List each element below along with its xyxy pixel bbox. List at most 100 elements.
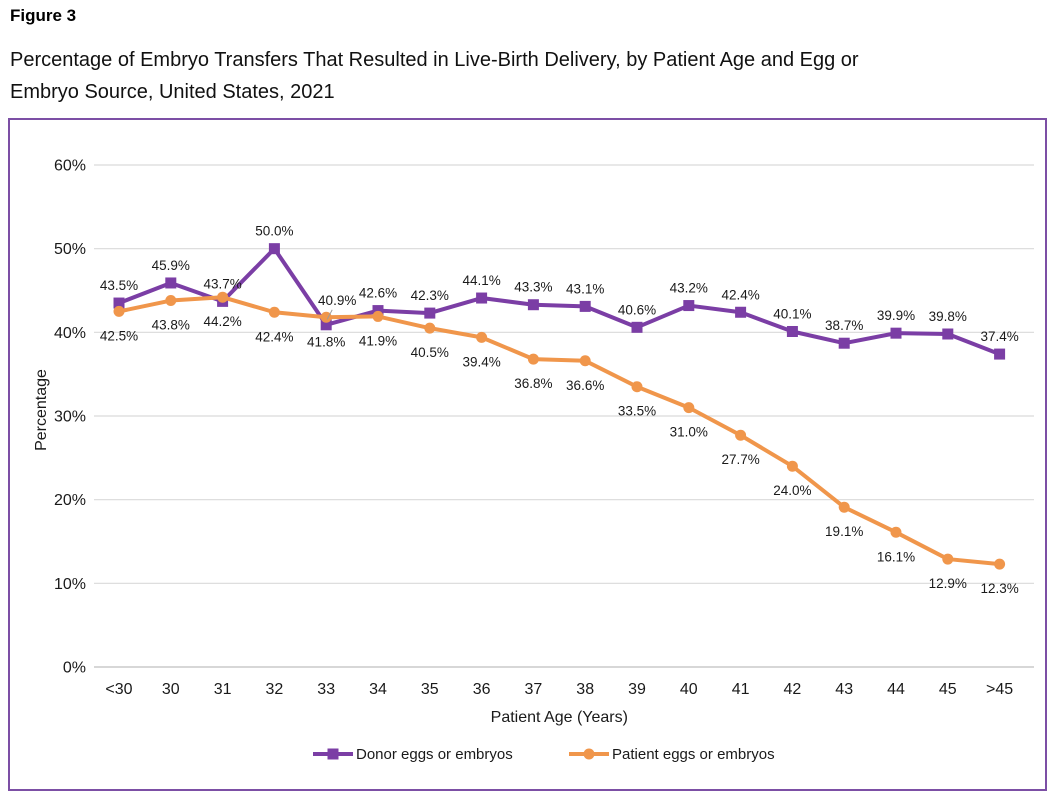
data-label: 16.1% bbox=[877, 549, 915, 564]
data-label: 41.8% bbox=[307, 334, 345, 349]
series-line bbox=[117, 295, 1002, 567]
series-marker bbox=[786, 460, 798, 472]
series-marker bbox=[942, 328, 954, 340]
legend: Donor eggs or embryos Patient eggs or emb… bbox=[313, 746, 775, 763]
data-label: 39.4% bbox=[462, 354, 500, 369]
data-label: 19.1% bbox=[825, 524, 863, 539]
data-label: 43.1% bbox=[566, 281, 604, 296]
series-marker bbox=[838, 501, 850, 513]
x-tick-label: 31 bbox=[214, 681, 232, 698]
data-label: 39.9% bbox=[877, 308, 915, 323]
series-marker bbox=[113, 305, 125, 317]
data-label: 40.9% bbox=[318, 293, 356, 308]
data-label: 50.0% bbox=[255, 224, 293, 239]
series-marker bbox=[994, 348, 1006, 360]
data-label: 39.8% bbox=[929, 309, 967, 324]
y-tick-label: 0% bbox=[63, 660, 86, 677]
data-label: 43.7% bbox=[203, 276, 241, 291]
series-marker bbox=[527, 299, 539, 311]
x-tick-label: >45 bbox=[986, 681, 1013, 698]
figure-title-line-2: Embryo Source, United States, 2021 bbox=[10, 81, 335, 103]
data-label: 44.2% bbox=[203, 314, 241, 329]
series-marker bbox=[631, 321, 643, 333]
series-marker bbox=[735, 429, 747, 441]
y-tick-label: 50% bbox=[54, 241, 86, 258]
x-tick-label: 45 bbox=[939, 681, 957, 698]
y-tick-label: 60% bbox=[54, 158, 86, 175]
series-marker bbox=[320, 319, 332, 331]
gridlines: 0% 10% 20% 30% 40% 50% 60% bbox=[54, 158, 1034, 677]
line-chart: 0% 10% 20% 30% 40% 50% 60% <30 30 31 32 33 34 35 36 37 3… bbox=[33, 158, 1034, 763]
data-label: 43.8% bbox=[152, 318, 190, 333]
series-marker bbox=[372, 305, 384, 317]
data-label: 40.1% bbox=[773, 306, 811, 321]
series-donor bbox=[113, 243, 1006, 360]
x-tick-label: 33 bbox=[317, 681, 335, 698]
series-marker bbox=[942, 553, 954, 565]
series-marker bbox=[476, 292, 488, 304]
data-label: 36.6% bbox=[566, 378, 604, 393]
data-label: 43.2% bbox=[670, 281, 708, 296]
data-label: 42.5% bbox=[100, 328, 138, 343]
series-marker bbox=[268, 243, 280, 255]
data-label: 37.4% bbox=[980, 329, 1018, 344]
data-label: 42.6% bbox=[359, 286, 397, 301]
x-tick-label: 43 bbox=[835, 681, 853, 698]
data-label: 41.9% bbox=[359, 333, 397, 348]
legend-marker-circle bbox=[583, 748, 595, 760]
chart-container: 0% 10% 20% 30% 40% 50% 60% <30 30 31 32 33 34 35 36 37 3… bbox=[8, 118, 1047, 791]
data-label: 42.4% bbox=[721, 287, 759, 302]
y-tick-label: 10% bbox=[54, 576, 86, 593]
legend-label: Donor eggs or embryos bbox=[356, 746, 513, 763]
series-marker bbox=[579, 355, 591, 367]
x-tick-label: 42 bbox=[784, 681, 802, 698]
series-marker bbox=[994, 558, 1006, 570]
x-tick-label: 38 bbox=[576, 681, 594, 698]
series-marker bbox=[527, 353, 539, 365]
data-label: 45.9% bbox=[152, 258, 190, 273]
series-marker bbox=[424, 307, 436, 319]
x-tick-label: 39 bbox=[628, 681, 646, 698]
data-label: 43.3% bbox=[514, 280, 552, 295]
figure-title-line-1: Percentage of Embryo Transfers That Resu… bbox=[10, 49, 859, 71]
legend-item: Patient eggs or embryos bbox=[569, 746, 775, 763]
x-tick-label: 34 bbox=[369, 681, 387, 698]
series-marker bbox=[579, 300, 591, 312]
data-label: 42.4% bbox=[255, 329, 293, 344]
data-label: 40.6% bbox=[618, 302, 656, 317]
x-tick-label: 41 bbox=[732, 681, 750, 698]
y-axis-title: Percentage bbox=[33, 369, 50, 451]
y-tick-label: 40% bbox=[54, 325, 86, 342]
data-label: 40.5% bbox=[411, 345, 449, 360]
x-tick-label: 36 bbox=[473, 681, 491, 698]
x-tick-label: 37 bbox=[525, 681, 543, 698]
legend-label: Patient eggs or embryos bbox=[612, 746, 775, 763]
series-marker bbox=[890, 327, 902, 339]
x-tick-label: 44 bbox=[887, 681, 905, 698]
series-marker bbox=[424, 322, 436, 334]
data-labels: 43.5% 45.9% 43.7% 50.0% 40.9% 42.6% 42.3% 44.1%… bbox=[100, 224, 1019, 344]
data-label: 12.3% bbox=[980, 581, 1018, 596]
data-label: 27.7% bbox=[721, 452, 759, 467]
series-marker bbox=[268, 306, 280, 318]
series-marker bbox=[838, 337, 850, 349]
series-marker bbox=[683, 300, 695, 312]
x-tick-label: 35 bbox=[421, 681, 439, 698]
series-marker bbox=[320, 311, 332, 323]
data-label: 43.5% bbox=[100, 278, 138, 293]
x-tick-label: 30 bbox=[162, 681, 180, 698]
figure-label: Figure 3 bbox=[10, 6, 77, 25]
series-marker bbox=[735, 306, 747, 318]
x-tick-label: 40 bbox=[680, 681, 698, 698]
page-header: Figure 3 Percentage of Embryo Transfers … bbox=[10, 6, 1046, 108]
data-label: 33.5% bbox=[618, 404, 656, 419]
series-marker bbox=[217, 291, 229, 303]
x-tick-labels: <30 30 31 32 33 34 35 36 37 38 39 40 41 42 43 44 45 >45 bbox=[105, 681, 1013, 698]
data-label: 44.1% bbox=[462, 273, 500, 288]
legend-item: Donor eggs or embryos bbox=[313, 746, 513, 763]
data-label: 31.0% bbox=[670, 425, 708, 440]
series-marker bbox=[890, 526, 902, 538]
data-label: 24.0% bbox=[773, 483, 811, 498]
data-label: 42.3% bbox=[411, 288, 449, 303]
y-tick-label: 20% bbox=[54, 492, 86, 509]
